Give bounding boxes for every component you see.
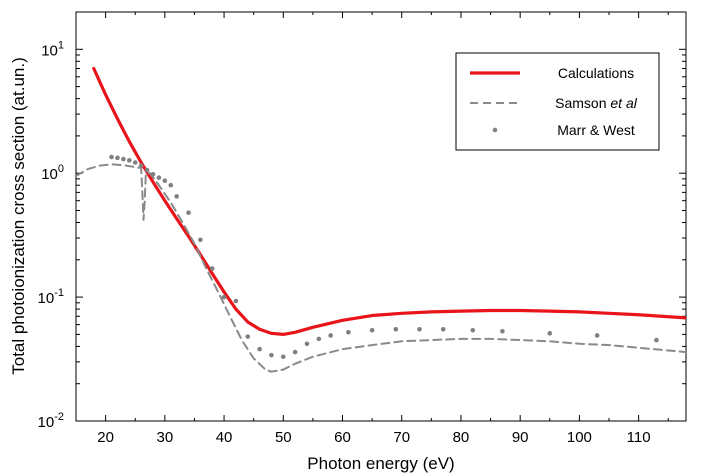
marr-west-point [162, 178, 168, 183]
calculations-line [92, 66, 686, 336]
x-tick-label: 100 [567, 429, 592, 446]
plot-frame [75, 11, 687, 422]
marr-west-point [470, 327, 476, 333]
marr-west-point [292, 349, 298, 355]
marr-west-point [209, 266, 215, 271]
x-tick-label: 70 [393, 429, 410, 446]
marr-west-point [594, 333, 600, 338]
x-tick-label: 30 [156, 429, 173, 446]
x-tick-label: 60 [334, 429, 351, 446]
marr-west-point [121, 156, 126, 162]
marr-west-point [150, 171, 156, 177]
legend-label-samson-et-al: Samson et al [555, 95, 638, 111]
x-tick-label: 20 [97, 429, 114, 446]
marr-west-point [417, 326, 422, 332]
marr-west-point [346, 329, 351, 335]
legend-label-marr-west: Marr & West [557, 122, 635, 138]
series-layer [76, 66, 686, 373]
marr-west-point [138, 163, 144, 168]
marr-west-point [257, 346, 262, 352]
y-tick-label: 10-2 [38, 411, 64, 431]
legend: Calculations Samson et al Marr & West [455, 52, 660, 151]
marr-west-point [144, 167, 150, 173]
marr-west-point [393, 326, 399, 332]
marr-west-point [369, 327, 375, 333]
marr-west-point [174, 194, 179, 199]
x-tick-label: 110 [627, 429, 651, 446]
x-tick-label: 90 [512, 429, 529, 446]
marr-west-point [132, 160, 138, 165]
marr-west-point [654, 337, 659, 343]
marr-west-point [115, 155, 120, 161]
marr-west-point [547, 331, 553, 336]
marr-west-point [168, 182, 174, 188]
marr-west-point [316, 336, 322, 342]
marr-west-point [109, 154, 114, 160]
marr-west-point [233, 298, 239, 304]
marr-west-point [245, 334, 251, 339]
x-axis-ticks: 20 30 40 50 60 70 80 90 100 110 [75, 12, 669, 446]
marr-west-point [198, 237, 203, 243]
marr-west-point [440, 326, 446, 332]
marr-west-point [221, 294, 227, 300]
marr-west-point [269, 352, 274, 358]
legend-box [455, 52, 660, 151]
marr-west-point [500, 328, 505, 334]
marr-west-point [304, 341, 310, 347]
x-tick-label: 40 [216, 429, 233, 446]
y-axis-title: Total photoionization cross section (at.… [9, 57, 28, 375]
y-axis-ticks: 10-2 10-1 100 101 [38, 11, 686, 431]
samson-et-al-line [76, 163, 686, 373]
y-tick-label: 10-1 [38, 287, 64, 307]
x-tick-label: 80 [453, 429, 470, 446]
marr-west-point [127, 158, 132, 163]
x-axis-title: Photon energy (eV) [307, 454, 454, 473]
y-tick-label: 101 [41, 39, 64, 59]
marr-west-point [156, 175, 162, 180]
y-tick-label: 100 [41, 163, 64, 183]
x-tick-label: 50 [275, 429, 292, 446]
marr-west-point [186, 210, 191, 215]
legend-label-calculations: Calculations [558, 65, 634, 81]
marr-west-point [280, 354, 286, 360]
marr-west-point [328, 333, 333, 338]
legend-swatch-marr-west [492, 127, 498, 133]
